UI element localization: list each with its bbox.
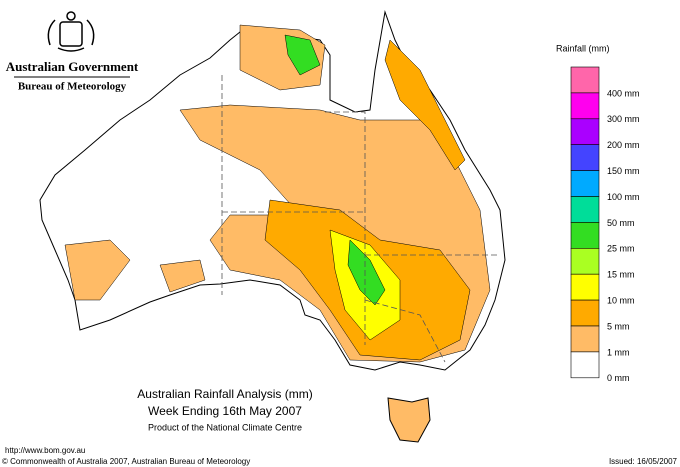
state-borders	[221, 75, 500, 363]
caption-subtitle: Week Ending 16th May 2007	[148, 404, 302, 418]
legend-swatch	[570, 325, 600, 353]
legend: 400 mm 300 mm 200 mm 150 mm 100 mm 50 mm 25 mm…	[570, 66, 640, 383]
legend-swatch	[570, 299, 600, 327]
legend-swatch	[570, 351, 600, 379]
issued: Issued: 16/05/2007	[609, 457, 678, 466]
legend-label: 15 mm	[607, 270, 635, 280]
legend-label: 200 mm	[607, 140, 640, 150]
government: Australian Government	[6, 59, 139, 74]
rain-areas	[64, 24, 491, 363]
crest	[47, 11, 95, 52]
caption-title: Australian Rainfall Analysis (mm)	[137, 387, 312, 401]
legend-swatch	[570, 66, 600, 94]
legend-label: 0 mm	[607, 373, 630, 383]
legend-label: 1 mm	[607, 347, 630, 357]
legend-swatch	[570, 144, 600, 171]
legend-swatch	[570, 170, 600, 197]
map	[39, 10, 506, 443]
legend-label: 100 mm	[607, 192, 640, 202]
legend-swatch	[570, 222, 600, 249]
legend-label: 400 mm	[607, 88, 640, 98]
tasmania	[387, 397, 431, 443]
legend-swatch	[570, 92, 600, 120]
legend-label: 150 mm	[607, 166, 640, 176]
legend-swatch	[570, 248, 600, 275]
bureau: Bureau of Meteorology	[18, 81, 127, 93]
legend-title: Rainfall (mm)	[556, 43, 610, 53]
legend-swatch	[570, 273, 600, 301]
legend-label: 25 mm	[607, 244, 635, 254]
url: http://www.bom.gov.au	[5, 446, 85, 455]
copyright: © Commonwealth of Australia 2007, Austra…	[2, 457, 250, 466]
legend-swatch	[570, 196, 600, 223]
legend-label: 10 mm	[607, 295, 635, 305]
legend-label: 50 mm	[607, 218, 635, 228]
legend-swatch	[570, 118, 600, 146]
legend-label: 300 mm	[607, 114, 640, 124]
caption-credit: Product of the National Climate Centre	[148, 422, 302, 432]
legend-label: 5 mm	[607, 321, 630, 331]
